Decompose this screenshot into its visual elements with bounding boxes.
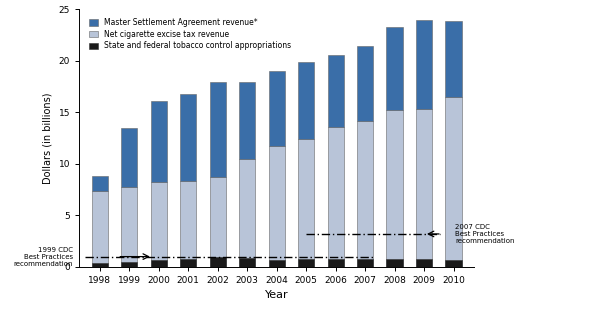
Text: 2007 CDC
Best Practices
recommendation: 2007 CDC Best Practices recommendation (455, 224, 514, 244)
Bar (328, 259, 344, 267)
Bar (239, 159, 255, 267)
Bar (269, 71, 285, 146)
Bar (151, 260, 167, 267)
Bar (416, 20, 432, 109)
Bar (151, 101, 167, 182)
Bar (121, 187, 137, 267)
Bar (151, 182, 167, 267)
Legend: Master Settlement Agreement revenue*, Net cigarette excise tax revenue, State an: Master Settlement Agreement revenue*, Ne… (87, 16, 294, 53)
Bar (239, 257, 255, 267)
Bar (446, 97, 461, 267)
Text: 1999 CDC
Best Practices
recommendation: 1999 CDC Best Practices recommendation (13, 246, 73, 267)
Bar (269, 260, 285, 267)
Bar (387, 259, 402, 267)
Y-axis label: Dollars (in billions): Dollars (in billions) (43, 92, 53, 184)
Bar (92, 176, 108, 191)
Bar (387, 110, 402, 267)
Bar (357, 121, 373, 267)
Bar (298, 139, 314, 267)
Bar (416, 109, 432, 267)
Bar (210, 177, 226, 267)
Bar (328, 55, 344, 127)
Bar (92, 263, 108, 267)
X-axis label: Year: Year (265, 290, 288, 300)
Bar (357, 259, 373, 267)
Bar (269, 146, 285, 267)
Bar (180, 259, 196, 267)
Bar (328, 127, 344, 267)
Bar (92, 191, 108, 267)
Bar (298, 259, 314, 267)
Bar (180, 94, 196, 181)
Bar (210, 257, 226, 267)
Bar (298, 62, 314, 139)
Bar (446, 260, 461, 267)
Bar (239, 82, 255, 159)
Bar (121, 128, 137, 187)
Bar (387, 27, 402, 110)
Bar (210, 82, 226, 177)
Bar (357, 46, 373, 121)
Bar (121, 262, 137, 267)
Bar (416, 259, 432, 267)
Bar (446, 21, 461, 97)
Bar (180, 181, 196, 267)
